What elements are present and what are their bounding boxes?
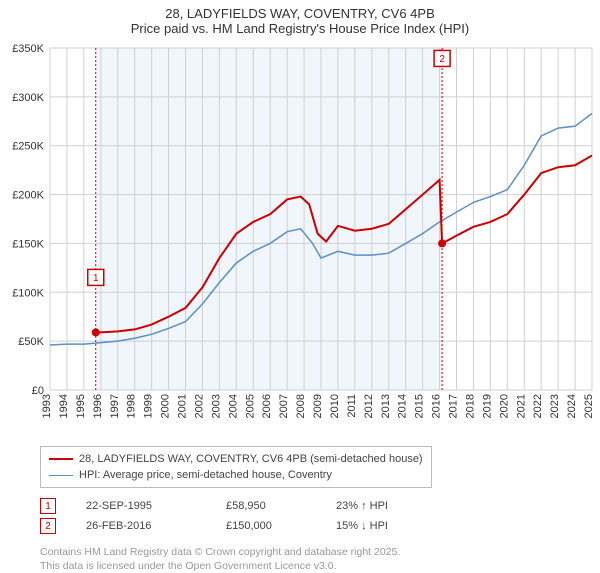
svg-text:£350K: £350K (12, 43, 44, 55)
legend-swatch-icon (49, 475, 73, 476)
svg-text:2016: 2016 (431, 394, 443, 418)
title-line-1: 28, LADYFIELDS WAY, COVENTRY, CV6 4PB (0, 6, 600, 21)
svg-text:2003: 2003 (210, 394, 222, 418)
svg-text:2006: 2006 (261, 394, 273, 418)
svg-text:2008: 2008 (295, 394, 307, 418)
chart-area: £0£50K£100K£150K£200K£250K£300K£350K1993… (0, 40, 600, 440)
sale-delta-vs-hpi: 15% ↓ HPI (336, 520, 436, 532)
legend-item: 28, LADYFIELDS WAY, COVENTRY, CV6 4PB (s… (49, 451, 423, 467)
svg-text:2012: 2012 (363, 394, 375, 418)
svg-text:2007: 2007 (278, 394, 290, 418)
svg-text:2015: 2015 (414, 394, 426, 418)
svg-text:£100K: £100K (12, 287, 44, 299)
table-row: 1 22-SEP-1995 £58,950 23% ↑ HPI (40, 496, 600, 516)
sale-marker-icon: 2 (40, 518, 56, 534)
svg-text:1997: 1997 (109, 394, 121, 418)
svg-text:2014: 2014 (397, 394, 409, 418)
svg-text:1995: 1995 (75, 394, 87, 418)
svg-text:2000: 2000 (160, 394, 172, 418)
chart-header: 28, LADYFIELDS WAY, COVENTRY, CV6 4PB Pr… (0, 0, 600, 40)
svg-text:1993: 1993 (41, 394, 53, 418)
svg-text:2011: 2011 (346, 394, 358, 418)
svg-text:2005: 2005 (244, 394, 256, 418)
legend-swatch-icon (49, 458, 73, 460)
svg-text:£250K: £250K (12, 141, 44, 153)
svg-text:2021: 2021 (515, 394, 527, 418)
legend-label: 28, LADYFIELDS WAY, COVENTRY, CV6 4PB (s… (79, 451, 423, 467)
chart-legend: 28, LADYFIELDS WAY, COVENTRY, CV6 4PB (s… (40, 446, 432, 488)
svg-text:£150K: £150K (12, 238, 44, 250)
svg-text:2004: 2004 (227, 394, 239, 418)
footer-line: This data is licensed under the Open Gov… (40, 560, 600, 573)
svg-text:1996: 1996 (92, 394, 104, 418)
legend-item: HPI: Average price, semi-detached house,… (49, 467, 423, 483)
svg-text:£300K: £300K (12, 92, 44, 104)
table-row: 2 26-FEB-2016 £150,000 15% ↓ HPI (40, 516, 600, 536)
sale-date: 22-SEP-1995 (86, 500, 196, 512)
sale-price: £58,950 (226, 500, 306, 512)
svg-text:2018: 2018 (464, 394, 476, 418)
svg-text:2022: 2022 (532, 394, 544, 418)
svg-text:1999: 1999 (143, 394, 155, 418)
svg-text:2010: 2010 (329, 394, 341, 418)
svg-text:2024: 2024 (566, 394, 578, 418)
legend-label: HPI: Average price, semi-detached house,… (79, 467, 332, 483)
svg-text:2025: 2025 (583, 394, 595, 418)
svg-text:2013: 2013 (380, 394, 392, 418)
sale-marker-icon: 1 (40, 498, 56, 514)
footer-line: Contains HM Land Registry data © Crown c… (40, 546, 600, 560)
sale-price: £150,000 (226, 520, 306, 532)
svg-text:2019: 2019 (481, 394, 493, 418)
sales-table: 1 22-SEP-1995 £58,950 23% ↑ HPI 2 26-FEB… (40, 496, 600, 536)
svg-text:2020: 2020 (498, 394, 510, 418)
svg-text:1998: 1998 (126, 394, 138, 418)
sale-date: 26-FEB-2016 (86, 520, 196, 532)
price-chart-svg: £0£50K£100K£150K£200K£250K£300K£350K1993… (0, 40, 600, 440)
svg-text:2001: 2001 (177, 394, 189, 418)
svg-text:2023: 2023 (549, 394, 561, 418)
svg-text:£50K: £50K (18, 336, 44, 348)
svg-text:1994: 1994 (58, 394, 70, 418)
svg-text:£200K: £200K (12, 190, 44, 202)
svg-text:1: 1 (93, 273, 99, 284)
svg-text:2009: 2009 (312, 394, 324, 418)
title-line-2: Price paid vs. HM Land Registry's House … (0, 21, 600, 36)
svg-text:2002: 2002 (193, 394, 205, 418)
sale-delta-vs-hpi: 23% ↑ HPI (336, 500, 436, 512)
svg-text:2: 2 (439, 54, 445, 65)
svg-text:2017: 2017 (448, 394, 460, 418)
